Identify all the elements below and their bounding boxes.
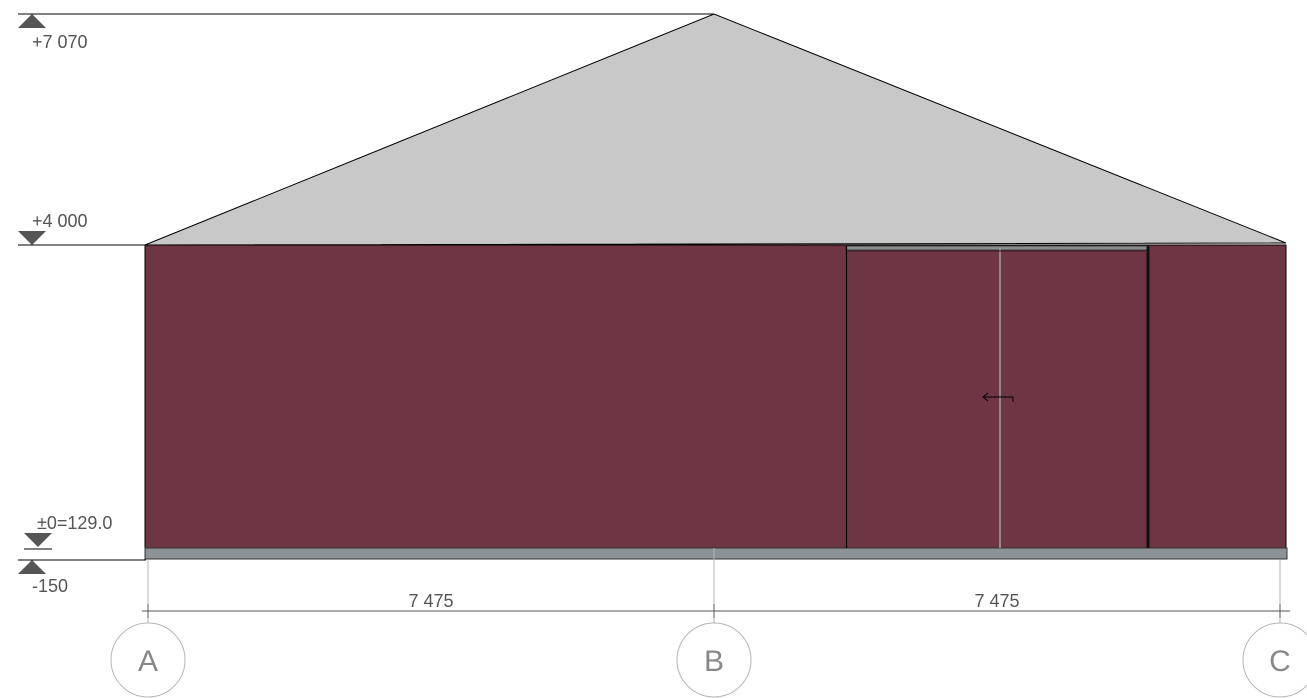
grid-axis-b-label: B [704, 645, 724, 678]
plinth-strip [144, 547, 1288, 560]
grid-axis-c: C [1242, 622, 1307, 698]
base-level-label: -150 [32, 576, 68, 596]
eaves-level-label: +4 000 [32, 211, 88, 231]
grid-axis-a-label: A [138, 645, 158, 678]
dimension-span-ab: 7 475 [408, 591, 453, 611]
ground-level-marker [24, 533, 52, 547]
grid-axis-c-label: C [1269, 645, 1291, 678]
eaves-level-marker [18, 231, 46, 245]
left-arrow-icon [982, 392, 1014, 402]
door-top-frame [845, 245, 1150, 251]
roof-gable [144, 13, 1287, 246]
double-door [845, 245, 1150, 548]
ground-level-label: ±0=129.0 [37, 513, 112, 533]
base-level-marker [18, 560, 46, 574]
ridge-level-label: +7 070 [32, 32, 88, 52]
wall-facade [144, 244, 1287, 549]
grid-axis-b: B [676, 622, 752, 698]
grid-axis-a: A [110, 622, 186, 698]
dimension-span-bc: 7 475 [974, 591, 1019, 611]
ridge-level-marker [18, 14, 46, 28]
